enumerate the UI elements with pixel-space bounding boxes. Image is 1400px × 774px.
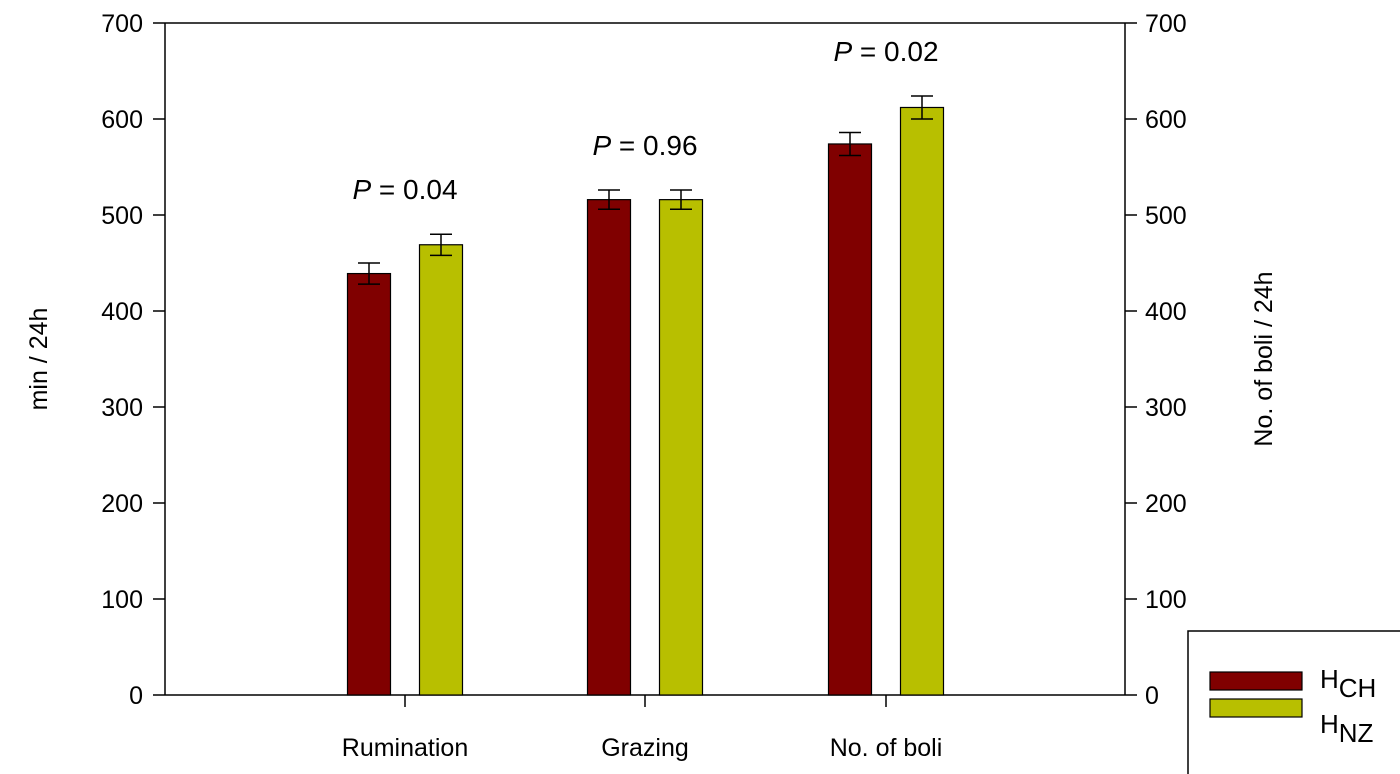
bar-grazing-hnz xyxy=(658,199,704,696)
p-value-grazing: P = 0.96 xyxy=(592,130,697,161)
legend-label-hnz: HNZ xyxy=(1320,709,1374,748)
y-tick-label-right: 600 xyxy=(1145,106,1187,134)
p-value-no-of-boli: P = 0.02 xyxy=(833,36,938,67)
p-value-text: = 0.04 xyxy=(371,174,457,205)
legend-label-hch-main: H xyxy=(1320,664,1339,694)
y-tick-label-right: 400 xyxy=(1145,298,1187,326)
y-axis-title-right: No. of boli / 24h xyxy=(1250,271,1278,446)
p-value-symbol: P xyxy=(352,174,371,205)
y-tick-label-right: 200 xyxy=(1145,490,1187,518)
y-tick-label-left: 0 xyxy=(129,682,143,710)
error-bar-grazing-hnz xyxy=(670,189,692,210)
p-value-text: = 0.96 xyxy=(611,130,697,161)
error-bar-no-of-boli-hch xyxy=(839,131,861,157)
legend-label-hnz-main: H xyxy=(1320,709,1339,739)
y-tick-label-right: 300 xyxy=(1145,394,1187,422)
bar-rumination-hch xyxy=(346,272,392,696)
bar-rumination-hnz xyxy=(418,244,464,696)
error-bar-grazing-hch xyxy=(598,189,620,210)
y-tick-label-right: 700 xyxy=(1145,10,1187,38)
error-bar-no-of-boli-hnz xyxy=(911,95,933,120)
p-value-symbol: P xyxy=(833,36,852,67)
legend: HCH HNZ xyxy=(1187,630,1400,774)
bar-no-of-boli-hch xyxy=(827,143,873,696)
y-tick-label-left: 500 xyxy=(101,202,143,230)
y-tick-label-right: 0 xyxy=(1145,682,1159,710)
x-tick-label-rumination: Rumination xyxy=(342,734,468,762)
p-value-symbol: P xyxy=(592,130,611,161)
legend-label-hch-sub: CH xyxy=(1339,673,1377,703)
p-value-text: = 0.02 xyxy=(852,36,938,67)
y-tick-label-left: 200 xyxy=(101,490,143,518)
y-tick-label-left: 600 xyxy=(101,106,143,134)
y-tick-label-left: 400 xyxy=(101,298,143,326)
y-axis-title-left: min / 24h xyxy=(25,308,53,411)
x-tick-label-grazing: Grazing xyxy=(601,734,689,762)
y-tick-label-left: 100 xyxy=(101,586,143,614)
y-tick-label-left: 300 xyxy=(101,394,143,422)
bar-no-of-boli-hnz xyxy=(899,106,945,696)
y-tick-label-right: 100 xyxy=(1145,586,1187,614)
legend-swatch-hnz xyxy=(1209,698,1303,718)
y-tick-label-right: 500 xyxy=(1145,202,1187,230)
x-tick-label-no-of-boli: No. of boli xyxy=(830,734,943,762)
bar-grazing-hch xyxy=(586,199,632,696)
y-tick-label-left: 700 xyxy=(101,10,143,38)
legend-swatch-hch xyxy=(1209,671,1303,691)
legend-label-hch: HCH xyxy=(1320,664,1376,703)
legend-label-hnz-sub: NZ xyxy=(1339,718,1374,748)
p-value-rumination: P = 0.04 xyxy=(352,174,457,205)
error-bar-rumination-hch xyxy=(358,262,380,285)
error-bar-rumination-hnz xyxy=(430,233,452,257)
